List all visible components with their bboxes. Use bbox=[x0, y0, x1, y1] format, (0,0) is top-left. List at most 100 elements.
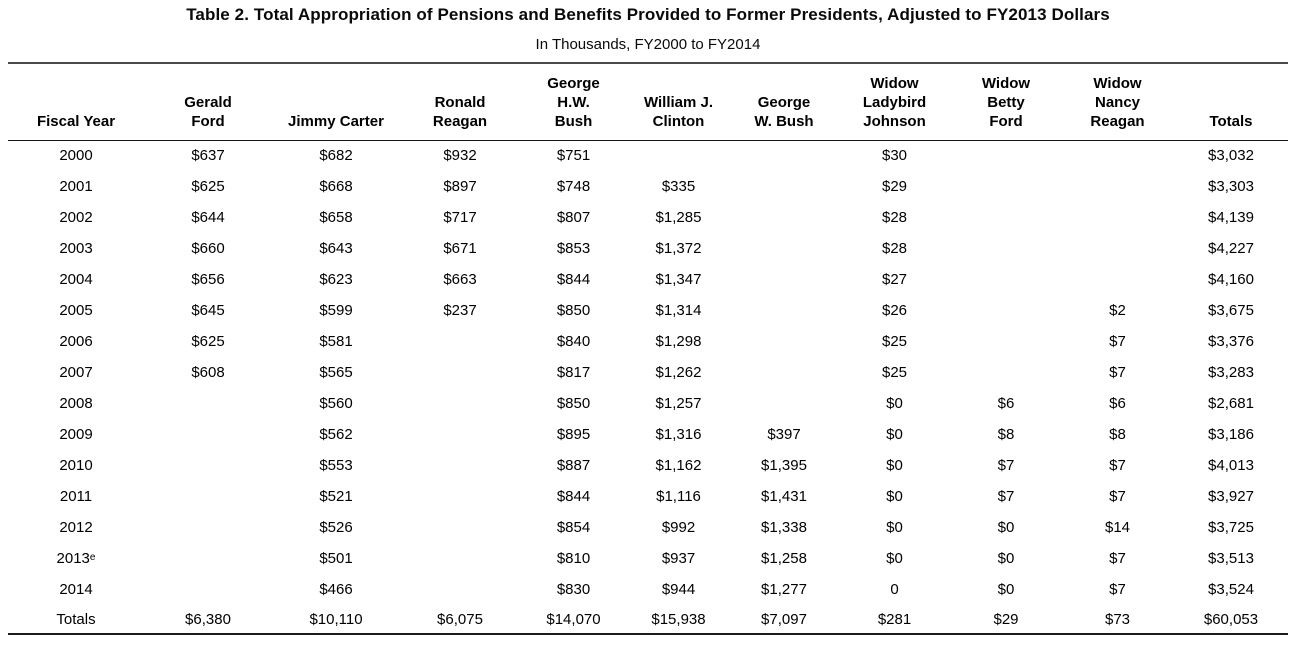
value-cell: $1,285 bbox=[655, 209, 702, 226]
col-header-william-j-clinton: William J. Clinton bbox=[627, 63, 730, 141]
value-cell bbox=[1061, 202, 1174, 233]
table-row: 2009 $562 $895 $1,316 $397 $0 $8 $8 $3,186 bbox=[8, 419, 1288, 450]
value-cell bbox=[730, 140, 838, 171]
value-cell: $887 bbox=[556, 457, 591, 474]
value-cell bbox=[730, 171, 838, 202]
value-cell bbox=[1061, 264, 1174, 295]
fiscal-year-text: 2005 bbox=[59, 302, 93, 319]
table-row: 2000 $637 $682 $932 $751 $30 $3,032 bbox=[8, 140, 1288, 171]
value-cell: $3,725 bbox=[1208, 519, 1254, 536]
value-cell: $1,257 bbox=[655, 395, 702, 412]
table-title: Table 2. Total Appropriation of Pensions… bbox=[186, 5, 1110, 24]
fiscal-year-text: 2001 bbox=[59, 178, 93, 195]
value-cell bbox=[400, 419, 520, 450]
totals-cell-george-w-bush: $7,097 bbox=[730, 605, 838, 635]
col-header-gerald-ford: Gerald Ford bbox=[144, 63, 272, 141]
value-cell bbox=[951, 295, 1061, 326]
value-cell: $466 bbox=[319, 581, 353, 598]
value-cell: $553 bbox=[319, 457, 353, 474]
value-cell: $562 bbox=[319, 426, 353, 443]
value-cell: $8 bbox=[997, 426, 1015, 443]
value-cell: $932 bbox=[443, 147, 477, 165]
value-cell: $608 bbox=[191, 364, 225, 381]
value-cell bbox=[144, 450, 272, 481]
value-cell: $30 bbox=[881, 147, 908, 165]
value-cell: $0 bbox=[886, 395, 903, 412]
fiscal-year-cell: 2007 bbox=[8, 357, 144, 388]
value-cell: $1,431 bbox=[761, 488, 807, 505]
value-cell: $850 bbox=[556, 302, 591, 319]
value-cell: $854 bbox=[556, 519, 591, 536]
table-row: 2013e $501 $810 $937 $1,258 $0 $0 $7 $3,513 bbox=[8, 543, 1288, 574]
value-cell: $897 bbox=[443, 178, 477, 195]
col-header-fiscal-year: Fiscal Year bbox=[8, 63, 144, 141]
value-cell: $14 bbox=[1104, 519, 1131, 536]
value-cell bbox=[400, 512, 520, 543]
table-body: 2000 $637 $682 $932 $751 $30 $3,032 2001 $625… bbox=[8, 140, 1288, 605]
value-cell bbox=[951, 202, 1061, 233]
col-header-widow-nancy-reagan: Widow Nancy Reagan bbox=[1061, 63, 1174, 141]
value-cell: $7 bbox=[1109, 550, 1126, 567]
totals-row-label: Totals bbox=[8, 605, 144, 635]
table-row: 2010 $553 $887 $1,162 $1,395 $0 $7 $7 $4,013 bbox=[8, 450, 1288, 481]
fiscal-year-text: 2014 bbox=[59, 581, 93, 598]
table-row: 2006 $625 $581 $840 $1,298 $25 $7 $3,376 bbox=[8, 326, 1288, 357]
value-cell: $7 bbox=[1109, 333, 1126, 350]
value-cell: $817 bbox=[556, 364, 591, 381]
value-cell: $1,338 bbox=[761, 519, 807, 536]
value-cell: $28 bbox=[881, 209, 908, 226]
fiscal-year-text: 2012 bbox=[59, 519, 93, 536]
value-cell bbox=[627, 140, 730, 171]
value-cell bbox=[400, 357, 520, 388]
value-cell: $6 bbox=[1109, 395, 1126, 412]
fiscal-year-text: 2011 bbox=[59, 488, 93, 505]
fiscal-year-cell: 2012 bbox=[8, 512, 144, 543]
value-cell: $0 bbox=[886, 519, 903, 536]
fiscal-year-cell: 2010 bbox=[8, 450, 144, 481]
value-cell: $526 bbox=[319, 519, 353, 536]
value-cell: $4,160 bbox=[1208, 271, 1254, 288]
value-cell bbox=[730, 357, 838, 388]
value-cell bbox=[1061, 233, 1174, 264]
table-row: 2007 $608 $565 $817 $1,262 $25 $7 $3,283 bbox=[8, 357, 1288, 388]
header-row: Fiscal Year Gerald Ford Jimmy Carter Ron… bbox=[8, 63, 1288, 141]
table-row: 2012 $526 $854 $992 $1,338 $0 $0 $14 $3,725 bbox=[8, 512, 1288, 543]
value-cell: $895 bbox=[556, 426, 591, 443]
fiscal-year-text: 2002 bbox=[59, 209, 93, 226]
value-cell: $0 bbox=[997, 519, 1015, 536]
value-cell: $658 bbox=[319, 209, 353, 226]
value-cell bbox=[730, 264, 838, 295]
value-cell: $1,298 bbox=[655, 333, 702, 350]
value-cell: $0 bbox=[886, 488, 903, 505]
value-cell: $748 bbox=[556, 178, 591, 195]
value-cell bbox=[400, 388, 520, 419]
totals-cell-george-hw-bush: $14,070 bbox=[520, 605, 627, 635]
value-cell bbox=[400, 543, 520, 574]
value-cell: $3,675 bbox=[1208, 302, 1254, 319]
value-cell: $8 bbox=[1109, 426, 1126, 443]
value-cell: $7 bbox=[1109, 488, 1126, 505]
value-cell: $501 bbox=[319, 550, 353, 567]
fiscal-year-cell: 2001 bbox=[8, 171, 144, 202]
col-header-widow-betty-ford: Widow Betty Ford bbox=[951, 63, 1061, 141]
value-cell bbox=[1061, 171, 1174, 202]
value-cell: $668 bbox=[319, 178, 353, 195]
value-cell: $1,262 bbox=[655, 364, 702, 381]
fiscal-year-text: 2007 bbox=[59, 364, 93, 381]
col-header-george-hw-bush: George H.W. Bush bbox=[520, 63, 627, 141]
fiscal-year-cell: 2013e bbox=[8, 543, 144, 574]
totals-cell-widow-betty-ford: $29 bbox=[951, 605, 1061, 635]
value-cell: $2,681 bbox=[1208, 395, 1254, 412]
value-cell: $1,162 bbox=[655, 457, 702, 474]
value-cell: $7 bbox=[1109, 457, 1126, 474]
fiscal-year-cell: 2002 bbox=[8, 202, 144, 233]
value-cell bbox=[730, 233, 838, 264]
value-cell: $1,258 bbox=[761, 550, 807, 567]
value-cell: $992 bbox=[661, 519, 696, 536]
value-cell: $1,116 bbox=[656, 488, 701, 505]
table-subtitle: In Thousands, FY2000 to FY2014 bbox=[535, 36, 761, 53]
value-cell bbox=[730, 388, 838, 419]
fiscal-year-cell: 2008 bbox=[8, 388, 144, 419]
value-cell: $625 bbox=[191, 178, 225, 195]
totals-cell-gerald-ford: $6,380 bbox=[144, 605, 272, 635]
